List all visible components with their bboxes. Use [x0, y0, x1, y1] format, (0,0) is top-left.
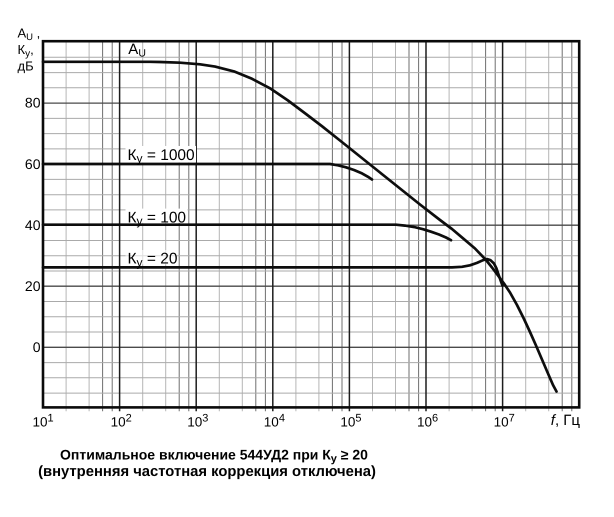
- svg-text:(внутренняя частотная коррекци: (внутренняя частотная коррекция отключен…: [38, 464, 376, 480]
- svg-text:AU ,: AU ,: [18, 25, 41, 43]
- svg-text:0: 0: [33, 339, 41, 355]
- svg-text:Ку = 100: Ку = 100: [128, 209, 187, 228]
- svg-text:Ку = 20: Ку = 20: [128, 251, 178, 270]
- svg-text:Оптимальное включение 544УД2 п: Оптимальное включение 544УД2 при Ку ≥ 20: [60, 447, 368, 466]
- svg-text:f, Гц: f, Гц: [551, 412, 581, 429]
- svg-text:40: 40: [25, 217, 41, 233]
- svg-text:Ку = 1000: Ку = 1000: [128, 147, 196, 166]
- svg-text:80: 80: [25, 95, 41, 111]
- svg-text:Ку,: Ку,: [18, 42, 34, 60]
- svg-text:60: 60: [25, 156, 41, 172]
- svg-text:дБ: дБ: [18, 59, 34, 74]
- svg-text:20: 20: [25, 278, 41, 294]
